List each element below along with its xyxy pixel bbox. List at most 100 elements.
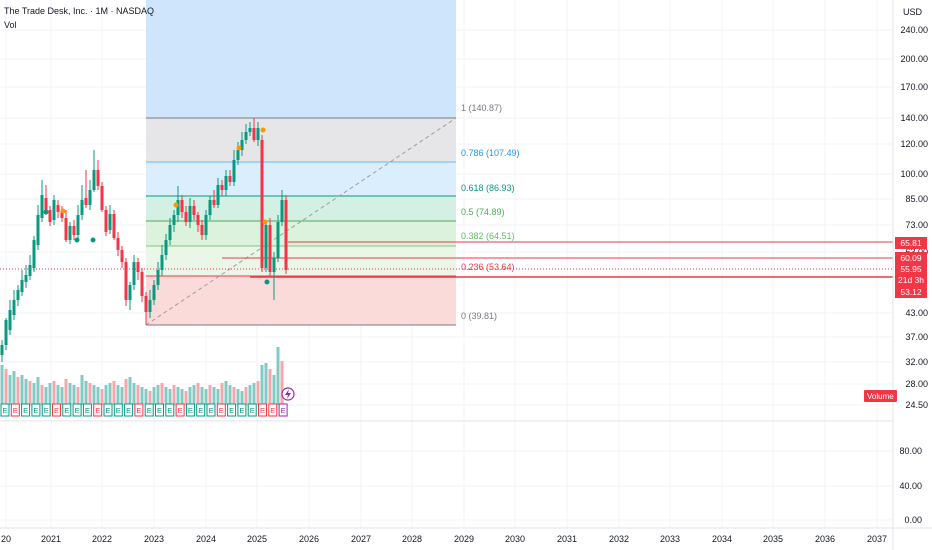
price-axis[interactable]: [893, 0, 932, 421]
earnings-marker-label: E: [85, 406, 90, 415]
earnings-marker[interactable]: [113, 403, 123, 417]
candle-body: [160, 255, 164, 270]
candle-body: [64, 218, 68, 240]
earnings-marker[interactable]: [10, 403, 20, 417]
earnings-marker[interactable]: [165, 403, 175, 417]
candle-body: [0, 345, 4, 355]
earnings-marker[interactable]: [258, 403, 267, 417]
candle-body: [228, 176, 232, 182]
earnings-marker[interactable]: [0, 403, 10, 417]
volume-bars: [0, 347, 284, 405]
candle-body: [272, 258, 276, 272]
earnings-marker[interactable]: [31, 403, 41, 417]
earnings-marker[interactable]: [144, 403, 154, 417]
volume-bar: [84, 381, 88, 405]
earnings-marker[interactable]: [82, 403, 92, 417]
candle-body: [204, 215, 208, 235]
volume-bar: [264, 363, 268, 405]
earnings-marker[interactable]: [237, 403, 247, 417]
volume-bar: [100, 389, 104, 405]
volume-bar: [36, 377, 40, 405]
earnings-marker[interactable]: [21, 403, 31, 417]
volume-bar: [132, 383, 136, 405]
earnings-marker[interactable]: [247, 403, 257, 417]
time-axis-ticks[interactable]: 20 2021 2022 2023 2024 2025 2026 2027 2028 2029 20…: [1, 534, 887, 544]
time-tick-label: 2035: [763, 534, 783, 544]
volume-bar: [184, 391, 188, 405]
candle-body: [44, 198, 48, 212]
earnings-marker[interactable]: [134, 403, 144, 417]
candle-body: [24, 275, 28, 282]
volume-bar: [192, 385, 196, 405]
volume-bar: [204, 389, 208, 405]
time-tick-label: 2026: [299, 534, 319, 544]
earnings-marker-label: E: [270, 406, 275, 415]
volume-bar: [128, 377, 132, 405]
earnings-marker[interactable]: [103, 403, 113, 417]
earnings-marker[interactable]: [52, 403, 61, 417]
earnings-marker[interactable]: [41, 403, 51, 417]
earnings-marker-label: E: [178, 406, 183, 415]
earnings-marker[interactable]: [206, 403, 216, 417]
time-tick-label: 2031: [557, 534, 577, 544]
earnings-marker-label: E: [239, 406, 244, 415]
earnings-marker[interactable]: [268, 403, 278, 417]
fib-label-0382: 0.382 (64.51): [461, 231, 515, 241]
candle-body: [80, 200, 84, 215]
volume-bar: [236, 389, 240, 405]
candle-body: [132, 262, 136, 285]
volume-tick-label: 0.00: [904, 515, 922, 525]
earnings-marker-label: E: [33, 406, 38, 415]
time-tick-label: 2034: [712, 534, 732, 544]
earnings-marker[interactable]: [175, 403, 185, 417]
fib-region-1: [146, 118, 456, 162]
volume-bar: [64, 379, 68, 405]
volume-bar: [248, 385, 252, 405]
earnings-marker[interactable]: [93, 403, 103, 417]
earnings-marker[interactable]: [216, 403, 226, 417]
earnings-marker[interactable]: [155, 403, 164, 417]
earnings-marker[interactable]: [72, 403, 82, 417]
earnings-marker[interactable]: [124, 403, 134, 417]
candle-body: [100, 186, 104, 210]
volume-bar: [228, 385, 232, 405]
candle-body: [252, 128, 256, 140]
volume-bar: [164, 387, 168, 405]
event-dot: [43, 209, 49, 215]
earnings-marker-label: E: [64, 406, 69, 415]
earnings-marker[interactable]: [196, 403, 206, 417]
candle-body: [212, 200, 216, 205]
volume-bar: [92, 385, 96, 405]
earnings-marker-label: E: [188, 406, 193, 415]
earnings-marker[interactable]: [278, 403, 288, 417]
earnings-marker[interactable]: [62, 403, 72, 417]
candle-body: [60, 212, 64, 218]
price-tick-label: 100.00: [900, 169, 928, 179]
candle-body: [32, 240, 36, 268]
price-label-tag: [895, 274, 927, 286]
candle-body: [164, 240, 168, 255]
fib-label-0786: 0.786 (107.49): [461, 148, 520, 158]
volume-bar: [160, 383, 164, 405]
earnings-marker-label: E: [147, 406, 152, 415]
volume-bar: [172, 385, 176, 405]
candle-body: [12, 300, 16, 315]
candle-body: [236, 150, 240, 160]
event-dot: [236, 145, 242, 151]
symbol-title[interactable]: The Trade Desk, Inc. · 1M · NASDAQ: [4, 6, 154, 16]
candle-body: [104, 210, 108, 232]
volume-indicator-label[interactable]: Vol: [4, 20, 17, 30]
volume-bar: [212, 387, 216, 405]
candle-body: [216, 185, 220, 205]
volume-bar: [180, 389, 184, 405]
earnings-marker-label: E: [229, 406, 234, 415]
earnings-marker[interactable]: [185, 403, 195, 417]
candle-body: [152, 285, 156, 300]
earnings-marker-label: E: [126, 406, 131, 415]
candle-body: [156, 270, 160, 285]
candle-body: [264, 225, 268, 268]
earnings-marker[interactable]: [227, 403, 237, 417]
